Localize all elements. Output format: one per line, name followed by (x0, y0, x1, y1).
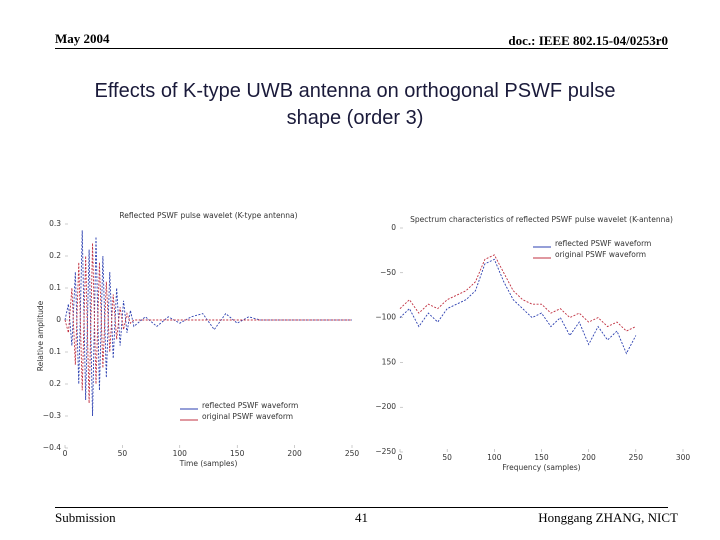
x-tick-label: 50 (442, 453, 452, 462)
y-tick-label: 0.2 (49, 251, 61, 260)
y-axis-label: Relative amplitude (36, 300, 45, 371)
footer-author: Honggang ZHANG, NICT (538, 510, 678, 525)
footer-rule (55, 507, 668, 508)
y-tick-label: 0.2 (49, 379, 61, 388)
y-tick-label: 0 (56, 315, 61, 324)
chart-title: Reflected PSWF pulse wavelet (K-type ant… (119, 211, 297, 220)
y-tick-label: 0.1 (49, 347, 61, 356)
x-tick-label: 100 (487, 453, 502, 462)
x-tick-label: 250 (629, 453, 644, 462)
page-number: 41 (355, 510, 368, 525)
x-tick-label: 300 (676, 453, 691, 462)
x-tick-label: 0 (63, 449, 68, 458)
y-tick-label: −50 (380, 268, 396, 277)
slide-title: Effects of K-type UWB antenna on orthogo… (94, 80, 616, 129)
legend-label: original PSWF waveform (555, 250, 646, 259)
series-line (64, 243, 352, 404)
x-tick-label: 250 (345, 449, 360, 458)
header-date: May 2004 (55, 31, 110, 46)
y-tick-label: 150 (382, 357, 397, 366)
series-line (399, 254, 637, 332)
x-axis-label: Time (samples) (179, 459, 238, 468)
header-doc: doc.: IEEE 802.15-04/0253r0 (508, 33, 668, 48)
legend-label: reflected PSWF waveform (555, 239, 651, 248)
x-tick-label: 200 (582, 453, 597, 462)
x-tick-label: 100 (173, 449, 188, 458)
y-tick-label: 0.1 (49, 283, 61, 292)
y-tick-label: −0.3 (43, 411, 61, 420)
legend-label: original PSWF waveform (202, 412, 293, 421)
header-rule (55, 48, 668, 49)
series-line (399, 258, 637, 355)
x-tick-label: 150 (534, 453, 549, 462)
y-tick-label: −100 (375, 313, 396, 322)
x-axis-label: Frequency (samples) (502, 463, 580, 472)
y-tick-label: −200 (375, 402, 396, 411)
y-tick-label: 0.3 (49, 219, 61, 228)
x-tick-label: 0 (398, 453, 403, 462)
x-tick-label: 200 (287, 449, 302, 458)
chart-title: Spectrum characteristics of reflected PS… (410, 215, 673, 224)
y-tick-label: −0.4 (43, 443, 61, 452)
y-tick-label: 0 (391, 223, 396, 232)
x-tick-label: 50 (118, 449, 128, 458)
x-tick-label: 150 (230, 449, 245, 458)
legend-label: reflected PSWF waveform (202, 401, 298, 410)
y-tick-label: −250 (375, 447, 396, 456)
footer-left: Submission (55, 510, 116, 525)
